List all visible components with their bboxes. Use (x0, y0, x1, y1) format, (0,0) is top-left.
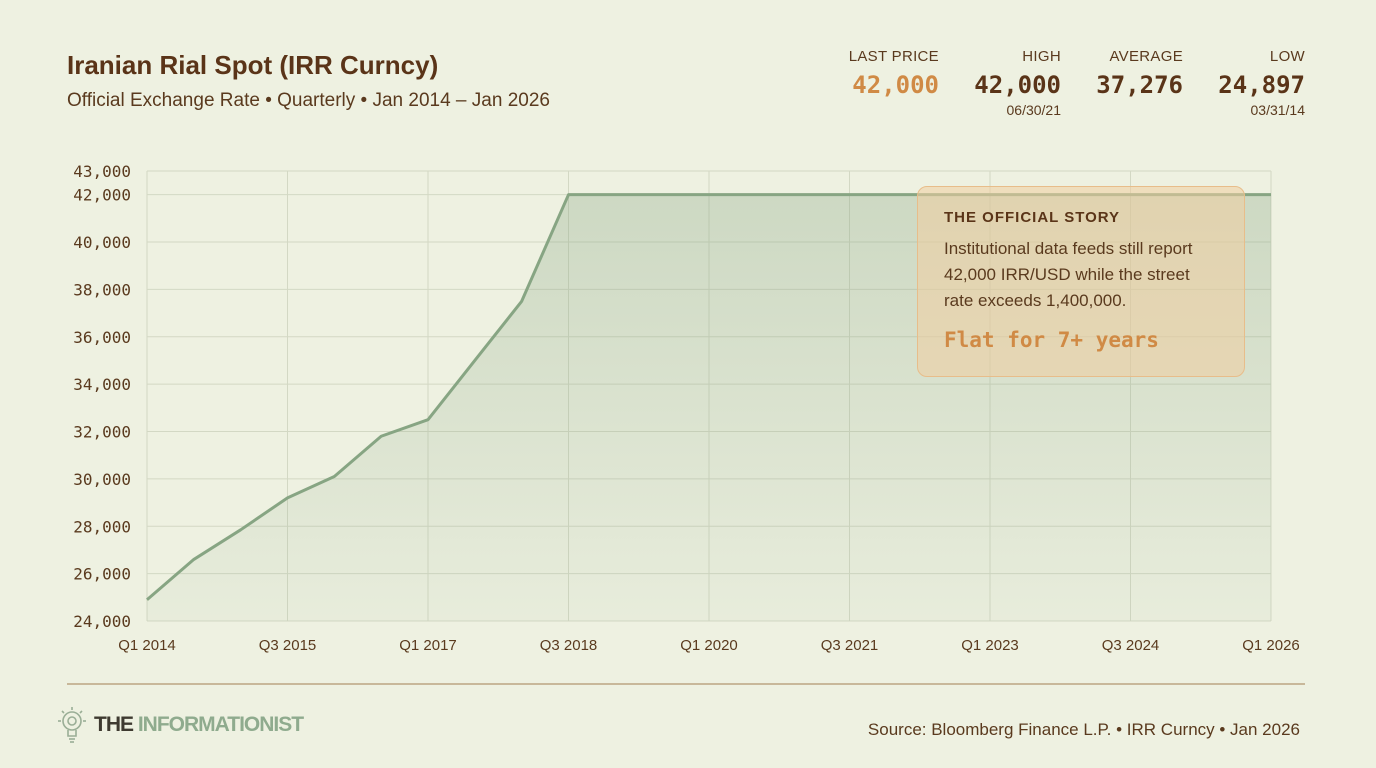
y-tick-label: 30,000 (73, 470, 131, 489)
x-tick-label: Q1 2017 (399, 637, 457, 654)
callout-box: THE OFFICIAL STORY Institutional data fe… (917, 186, 1245, 377)
x-tick-label: Q3 2024 (1102, 637, 1160, 654)
stat-high-date: 06/30/21 (1006, 102, 1062, 118)
x-tick-label: Q3 2021 (821, 637, 879, 654)
stat-high: HIGH 42,000 06/30/21 (974, 48, 1061, 118)
y-tick-label: 36,000 (73, 328, 131, 347)
brand-logo-text-b: INFORMATIONIST (137, 713, 304, 736)
chart-subtitle: Official Exchange Rate • Quarterly • Jan… (67, 90, 550, 111)
stat-high-value: 42,000 (974, 71, 1061, 99)
y-tick-label: 34,000 (73, 375, 131, 394)
callout-body: Institutional data feeds still report 42… (944, 239, 1193, 310)
brand-logo-text-a: THE (94, 713, 134, 736)
stat-low-label: LOW (1269, 48, 1305, 65)
x-tick-label: Q3 2015 (259, 637, 317, 654)
stat-last-price-label: LAST PRICE (848, 48, 939, 65)
y-tick-label: 40,000 (73, 233, 131, 252)
y-tick-label: 26,000 (73, 565, 131, 584)
stat-average-label: AVERAGE (1109, 48, 1183, 65)
callout-highlight: Flat for 7+ years (944, 328, 1159, 352)
y-tick-label: 32,000 (73, 423, 131, 442)
x-axis-ticks: Q1 2014 Q3 2015 Q1 2017 Q3 2018 Q1 2020 Q3 20… (118, 637, 1300, 654)
stat-last-price: LAST PRICE 42,000 (849, 48, 939, 99)
chart-title: Iranian Rial Spot (IRR Curncy) (67, 50, 439, 80)
stat-last-price-value: 42,000 (852, 71, 939, 99)
stat-low: LOW 24,897 03/31/14 (1218, 48, 1305, 118)
y-axis-ticks: 24,000 26,000 28,000 30,000 32,000 34,000 36,0… (73, 162, 131, 631)
y-tick-label: 38,000 (73, 280, 131, 299)
callout-title: THE OFFICIAL STORY (944, 209, 1121, 226)
x-tick-label: Q1 2026 (1242, 637, 1300, 654)
x-tick-label: Q3 2018 (540, 637, 598, 654)
stat-low-date: 03/31/14 (1250, 102, 1306, 118)
brand-logo: THE INFORMATIONIST (56, 706, 304, 744)
y-tick-label: 43,000 (73, 162, 131, 181)
source-note: Source: Bloomberg Finance L.P. • IRR Cur… (867, 720, 1300, 739)
stat-high-label: HIGH (1022, 48, 1061, 65)
y-tick-label: 24,000 (73, 612, 131, 631)
stat-average-value: 37,276 (1096, 71, 1183, 99)
x-tick-label: Q1 2020 (680, 637, 738, 654)
y-tick-label: 42,000 (73, 186, 131, 205)
stat-low-value: 24,897 (1218, 71, 1305, 99)
footer-divider (67, 683, 1305, 685)
lightbulb-icon (58, 707, 86, 743)
x-tick-label: Q1 2023 (961, 637, 1019, 654)
brand-logo-text: THE INFORMATIONIST (94, 713, 304, 737)
y-tick-label: 28,000 (73, 517, 131, 536)
x-tick-label: Q1 2014 (118, 637, 176, 654)
stat-average: AVERAGE 37,276 (1096, 48, 1183, 99)
